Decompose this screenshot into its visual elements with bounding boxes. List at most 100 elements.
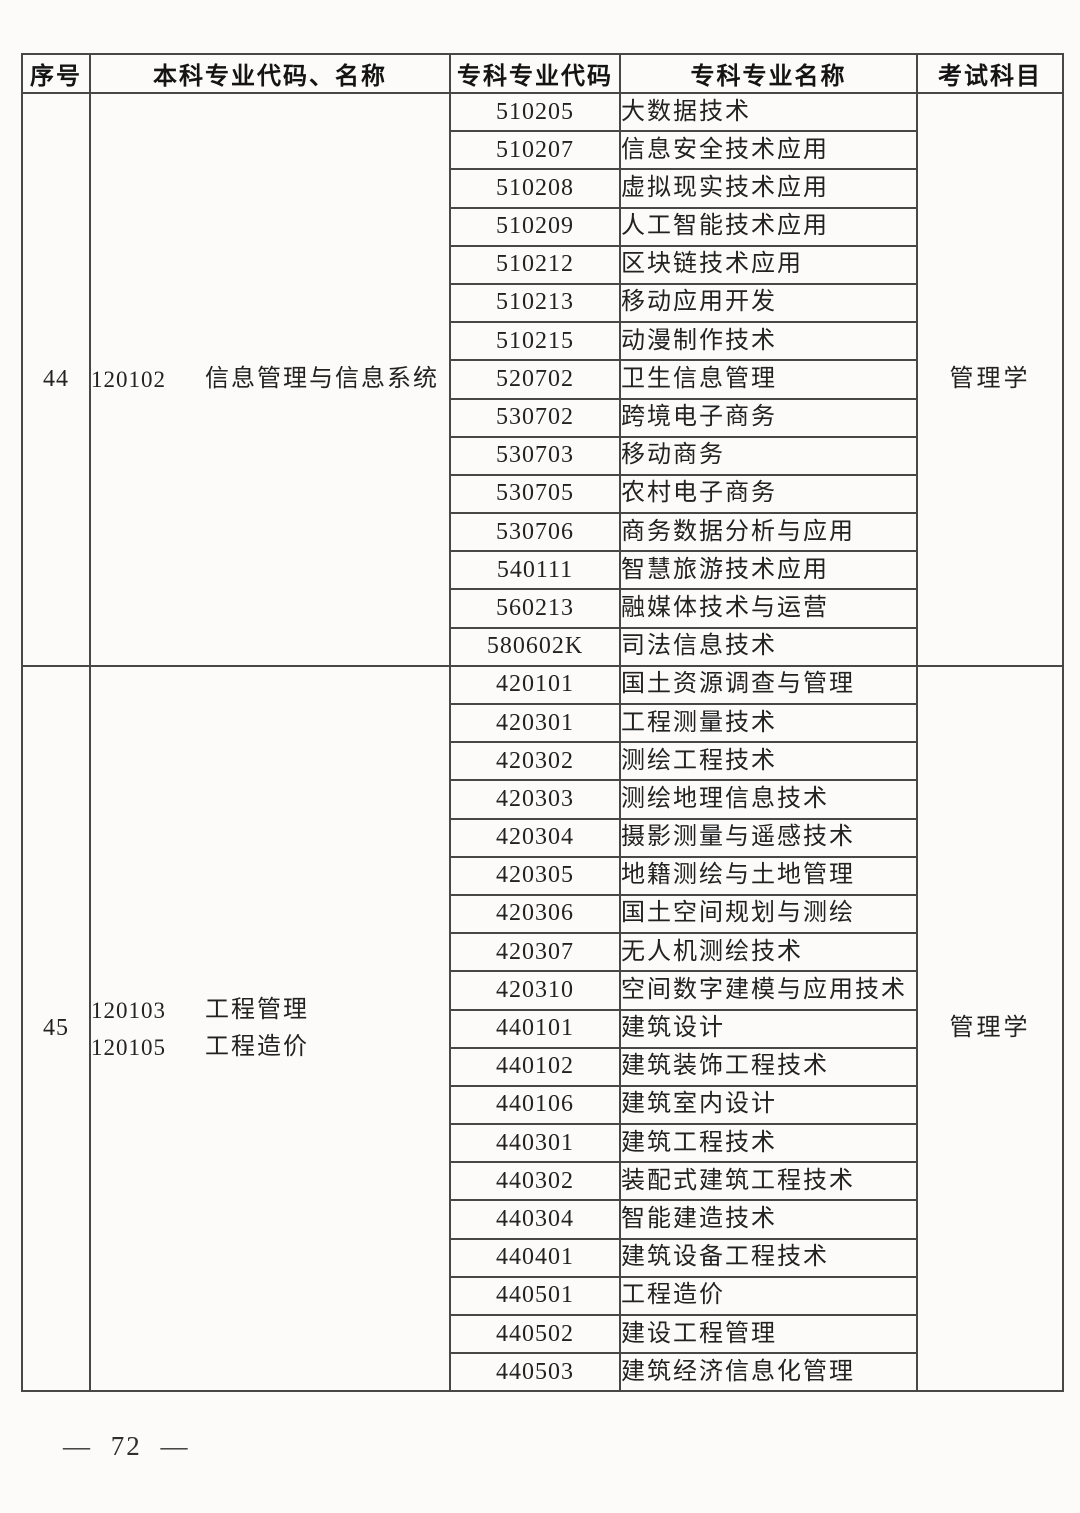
college-name-cell: 智能建造技术 [619,1199,918,1240]
table-row: 440302 装配式建筑工程技术 [22,1161,1063,1202]
college-name-cell: 无人机测绘技术 [619,932,918,973]
college-name-cell: 建筑室内设计 [619,1084,918,1126]
table-row: 440304 智能建造技术 [22,1199,1063,1240]
college-name-cell: 建筑工程技术 [619,1123,918,1164]
undergrad-code: 120103 [91,997,166,1023]
table-row: 530705 农村电子商务 [22,473,1063,515]
college-name-cell: 工程测量技术 [619,702,918,744]
undergrad-major: 120102 信息管理与信息系统 [91,361,448,398]
college-code-cell: 420307 [449,932,621,973]
undergrad-code: 120102 [91,366,166,392]
table-row: 510212 区块链技术应用 [22,244,1063,285]
college-code-cell: 420301 [449,702,621,744]
table-row: 440102 建筑装饰工程技术 [22,1046,1063,1087]
college-code-cell: 440102 [449,1046,621,1087]
table-row: 530702 跨境电子商务 [22,397,1063,438]
undergrad-name: 工程造价 [205,1033,309,1060]
college-code-cell: 510212 [449,244,621,285]
college-name-cell: 测绘地理信息技术 [619,779,918,820]
undergrad-cell: 120103 工程管理 120105 工程造价 [89,664,451,1393]
college-name-cell: 地籍测绘与土地管理 [619,855,918,896]
table-row: 420305 地籍测绘与土地管理 [22,855,1063,896]
table-row: 44 120102 信息管理与信息系统 510205 大数据技术 管理学 [21,91,1064,667]
table-row: 530703 移动商务 [22,435,1063,476]
undergrad-name: 信息管理与信息系统 [205,365,439,392]
college-name-cell: 农村电子商务 [619,473,918,515]
college-name-cell: 工程造价 [619,1275,918,1317]
college-name-cell: 信息安全技术应用 [619,130,918,171]
college-code-cell: 510213 [449,282,621,324]
table-row: 510215 动漫制作技术 [22,321,1063,362]
college-name-cell: 建筑设计 [619,1008,918,1049]
college-code-cell: 420305 [449,855,621,896]
college-name-cell: 司法信息技术 [619,626,918,667]
table-row: 560213 融媒体技术与运营 [22,588,1063,629]
college-code-cell: 440106 [449,1084,621,1126]
college-name-cell: 国土资源调查与管理 [619,664,918,706]
table-row: 440301 建筑工程技术 [22,1123,1063,1164]
header-college-name: 专科专业名称 [619,53,918,94]
college-code-cell: 440302 [449,1161,621,1202]
college-name-cell: 商务数据分析与应用 [619,512,918,553]
table-row: 440106 建筑室内设计 [22,1084,1063,1126]
college-name-cell: 摄影测量与遥感技术 [619,817,918,858]
table-row: 420301 工程测量技术 [22,702,1063,744]
college-name-cell: 移动应用开发 [619,282,918,324]
college-code-cell: 420306 [449,893,621,935]
college-code-cell: 420101 [449,664,621,706]
table-row: 440502 建设工程管理 [22,1313,1063,1355]
table-row: 530706 商务数据分析与应用 [22,512,1063,553]
table-row: 420310 空间数字建模与应用技术 [22,970,1063,1011]
header-row: 序号 本科专业代码、名称 专科专业代码 专科专业名称 考试科目 [21,53,1064,94]
college-code-cell: 420302 [449,741,621,782]
college-code-cell: 510205 [449,91,621,133]
table-row: 510209 人工智能技术应用 [22,206,1063,247]
table-row: 540111 智慧旅游技术应用 [22,550,1063,591]
college-code-cell: 510209 [449,206,621,247]
undergrad-code: 120105 [91,1034,166,1060]
table-row: 420304 摄影测量与遥感技术 [22,817,1063,858]
college-name-cell: 跨境电子商务 [619,397,918,438]
college-code-cell: 440101 [449,1008,621,1049]
college-code-cell: 440502 [449,1313,621,1355]
table-row: 420303 测绘地理信息技术 [22,779,1063,820]
header-exam-subject: 考试科目 [916,53,1064,94]
college-code-cell: 560213 [449,588,621,629]
majors-table: 序号 本科专业代码、名称 专科专业代码 专科专业名称 考试科目 44 120102… [21,53,1064,1393]
table-row: 440101 建筑设计 [22,1008,1063,1049]
college-name-cell: 空间数字建模与应用技术 [619,970,918,1011]
college-name-cell: 卫生信息管理 [619,359,918,400]
header-college-code: 专科专业代码 [449,53,621,94]
table-row: 440503 建筑经济信息化管理 [22,1352,1063,1393]
undergrad-cell: 120102 信息管理与信息系统 [89,92,451,667]
college-name-cell: 智慧旅游技术应用 [619,550,918,591]
college-code-cell: 420303 [449,779,621,820]
table-row: 510213 移动应用开发 [22,282,1063,324]
exam-subject-cell: 管理学 [916,92,1064,667]
college-name-cell: 建筑装饰工程技术 [619,1046,918,1087]
header-seq: 序号 [21,53,91,94]
college-code-cell: 540111 [449,550,621,591]
page-number: — 72 — [63,1431,190,1461]
college-name-cell: 测绘工程技术 [619,741,918,782]
college-name-cell: 建筑经济信息化管理 [619,1352,918,1393]
undergrad-name: 工程管理 [205,996,309,1023]
table-row: 420306 国土空间规划与测绘 [22,893,1063,935]
college-code-cell: 530705 [449,473,621,515]
college-code-cell: 520702 [449,359,621,400]
table-row: 440501 工程造价 [22,1275,1063,1317]
college-code-cell: 530703 [449,435,621,476]
college-name-cell: 大数据技术 [619,91,918,133]
college-name-cell: 建筑设备工程技术 [619,1237,918,1278]
college-code-cell: 440301 [449,1123,621,1164]
college-name-cell: 移动商务 [619,435,918,476]
college-code-cell: 440401 [449,1237,621,1278]
table-row: 420307 无人机测绘技术 [22,932,1063,973]
college-name-cell: 人工智能技术应用 [619,206,918,247]
seq-cell: 45 [21,664,91,1393]
college-name-cell: 装配式建筑工程技术 [619,1161,918,1202]
exam-subject-cell: 管理学 [916,664,1064,1393]
college-name-cell: 国土空间规划与测绘 [619,893,918,935]
table-row: 510207 信息安全技术应用 [22,130,1063,171]
